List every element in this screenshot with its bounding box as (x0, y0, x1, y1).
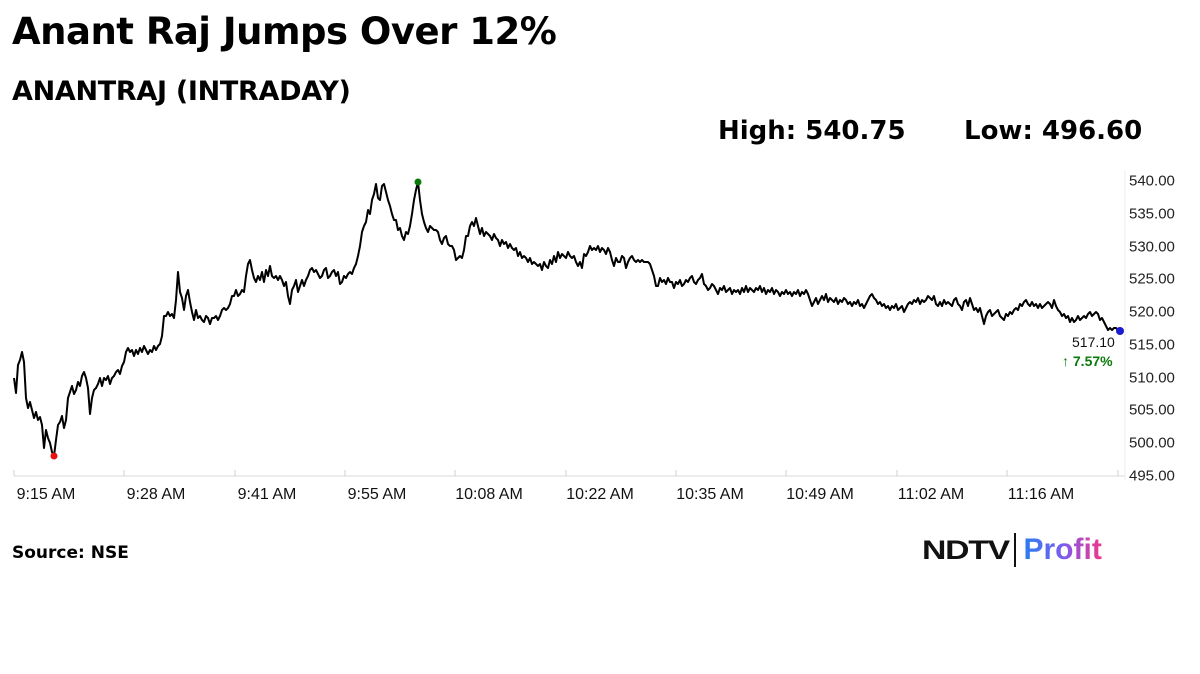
price-line (13, 181, 1123, 457)
x-tick-marks (13, 470, 1119, 476)
x-tick-label: 10:35 AM (676, 486, 744, 503)
y-tick-label: 535.00 (1129, 205, 1175, 223)
y-tick-label: 540.00 (1129, 172, 1175, 190)
x-tick-label: 11:16 AM (1007, 486, 1075, 503)
x-tick-label: 11:02 AM (897, 486, 965, 503)
x-tick-label: 10:22 AM (566, 486, 634, 503)
y-tick-label: 500.00 (1129, 434, 1175, 452)
source-label: Source: NSE (12, 543, 129, 563)
high-value-label: High: 540.75 (718, 116, 906, 146)
last-price-label: 517.10 (1072, 334, 1115, 350)
low-marker (50, 452, 58, 460)
high-marker (414, 178, 422, 186)
y-tick-label: 520.00 (1129, 303, 1175, 321)
x-tick-label: 10:49 AM (786, 486, 854, 503)
chart-title: Anant Raj Jumps Over 12% (12, 10, 557, 53)
low-value-label: Low: 496.60 (964, 116, 1143, 146)
x-tick-label: 9:28 AM (126, 486, 186, 503)
x-tick-label: 9:55 AM (347, 486, 407, 503)
change-percent-label: ↑ 7.57% (1062, 353, 1113, 369)
x-tick-label: 9:15 AM (16, 486, 76, 503)
y-tick-label: 510.00 (1129, 369, 1175, 387)
y-tick-label: 495.00 (1129, 467, 1175, 485)
y-tick-label: 515.00 (1129, 336, 1175, 354)
y-tick-label: 530.00 (1129, 238, 1175, 256)
ndtv-logo-text: NDTV (922, 534, 1010, 565)
ndtv-profit-logo: NDTV Profit (922, 532, 1102, 568)
profit-logo-text: Profit (1023, 533, 1102, 566)
x-tick-label: 9:41 AM (237, 486, 297, 503)
y-tick-label: 505.00 (1129, 401, 1175, 419)
chart-subtitle: ANANTRAJ (INTRADAY) (12, 76, 351, 107)
y-tick-label: 525.00 (1129, 270, 1175, 288)
last-price-marker (1116, 327, 1124, 335)
x-tick-label: 10:08 AM (455, 486, 523, 503)
logo-divider (1013, 533, 1016, 567)
